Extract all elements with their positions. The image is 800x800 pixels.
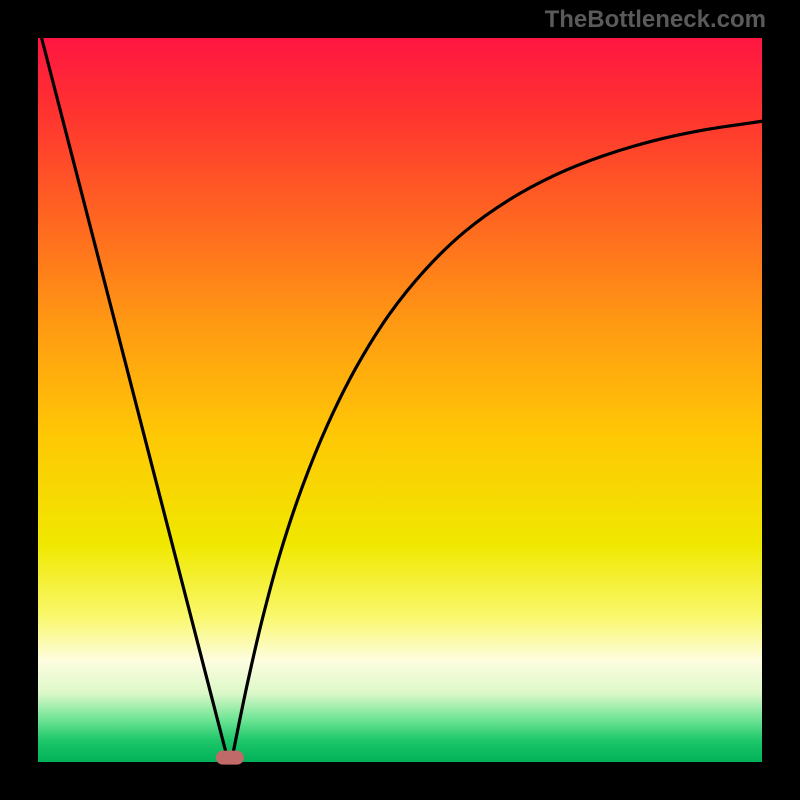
bottleneck-curve-path [42, 38, 762, 762]
curve-overlay [0, 0, 800, 800]
optimal-marker [216, 751, 244, 765]
watermark-text: TheBottleneck.com [545, 6, 766, 34]
chart-container: TheBottleneck.com [0, 0, 800, 800]
